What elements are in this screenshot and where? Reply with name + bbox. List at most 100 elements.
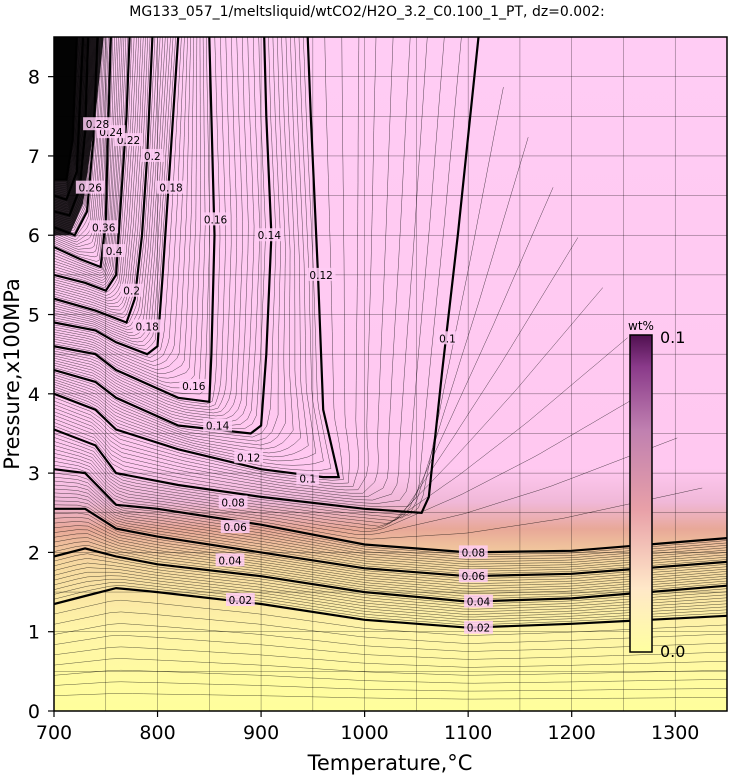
y-tick-label: 8 (28, 67, 40, 89)
minor-contour (54, 37, 117, 274)
contour-label: 0.36 (92, 222, 116, 234)
minor-contour (54, 37, 108, 253)
minor-contour (54, 480, 727, 560)
minor-contour (54, 562, 727, 610)
minor-contour (54, 525, 727, 587)
contour-label: 0.16 (204, 214, 228, 226)
contour-label-bg (203, 418, 232, 432)
contour-label-bg (464, 620, 493, 634)
minor-contour (54, 37, 102, 243)
minor-contour (54, 567, 727, 613)
y-axis: 0 1 2 3 4 5 6 7 8 (28, 67, 54, 723)
contour-label-bg (215, 553, 245, 567)
minor-contour (54, 37, 221, 405)
contour-label-bg (296, 471, 319, 485)
minor-contour (54, 37, 261, 426)
minor-contour (54, 669, 727, 684)
minor-contour (54, 37, 176, 350)
minor-contour (54, 37, 161, 331)
minor-contour (54, 582, 727, 623)
minor-contour (54, 37, 377, 491)
minor-contour (54, 37, 232, 411)
contour-label: 0.2 (144, 151, 161, 163)
contour-label-bg (306, 267, 336, 281)
minor-contour (54, 464, 703, 540)
contour-label: 0.06 (223, 522, 247, 534)
minor-contour (54, 37, 121, 279)
contour-label-bg (436, 331, 459, 345)
minor-contour (54, 585, 727, 626)
minor-contour (54, 529, 727, 589)
minor-contour (54, 599, 727, 636)
minor-contour (54, 37, 445, 504)
minor-contour (54, 37, 127, 286)
minor-contour (54, 37, 394, 494)
contour-label-bg (220, 520, 250, 534)
minor-contour (54, 521, 727, 584)
x-tick-label: 800 (139, 722, 175, 744)
minor-contour (54, 37, 185, 362)
minor-contour (54, 681, 727, 692)
minor-contour (54, 37, 211, 395)
contour-label-bg (156, 180, 186, 194)
minor-contour (54, 37, 135, 296)
minor-contour (54, 37, 171, 343)
minor-contour (54, 37, 166, 336)
minor-contour (54, 37, 277, 438)
major-contour (54, 37, 131, 293)
major-contour (54, 547, 727, 603)
contour-label-bg (458, 569, 488, 583)
y-tick-label: 7 (28, 146, 40, 168)
minor-contour (54, 387, 653, 533)
minor-contour (54, 37, 411, 497)
major-contour (54, 37, 85, 201)
contour-label: 0.06 (462, 571, 486, 583)
major-contour (54, 37, 78, 181)
minor-contour (54, 37, 206, 389)
minor-contour (54, 37, 105, 248)
y-tick-label: 0 (28, 701, 40, 723)
contour-label-bg (254, 228, 284, 242)
y-tick-label: 6 (28, 225, 40, 247)
contour-label: 0.16 (182, 381, 206, 393)
contour-label: 0.14 (258, 230, 282, 242)
contour-label: 0.04 (218, 555, 242, 567)
contour-label: 0.1 (439, 333, 456, 345)
plot-frame (53, 36, 728, 712)
minor-contour (54, 658, 727, 676)
minor-contour (54, 87, 504, 516)
plot-area: 0.02 0.02 0.04 0.04 0.06 0.06 0.08 0.08 0.1 0.1 0.… (54, 37, 727, 711)
minor-contour (54, 37, 169, 339)
minor-contour (54, 37, 266, 430)
x-tick-label: 1300 (651, 722, 699, 744)
minor-contour (54, 37, 115, 271)
contour-label-bg (75, 180, 105, 194)
x-axis: 700 800 900 1000 1100 1200 1300 (36, 711, 699, 744)
contour-label-bg (464, 594, 493, 608)
minor-contour (54, 634, 727, 660)
major-contour (54, 37, 480, 514)
contour-label: 0.08 (462, 547, 485, 559)
colorbar-fill (629, 334, 653, 653)
minor-contour (54, 37, 201, 384)
minor-contour (54, 500, 727, 572)
contour-label-bg (201, 212, 230, 226)
minor-contour (54, 37, 119, 276)
x-tick-label: 900 (243, 722, 279, 744)
minor-contour (54, 496, 727, 570)
x-tick-label: 700 (36, 722, 72, 744)
minor-contour (54, 37, 249, 420)
y-tick-label: 5 (28, 305, 40, 327)
minor-contour (54, 37, 198, 379)
minor-contour (54, 187, 554, 521)
contour-labels: 0.02 0.02 0.04 0.04 0.06 0.06 0.08 0.08 0.1 0.1 0.… (75, 117, 493, 635)
minor-contour (54, 533, 727, 592)
minor-contour (54, 37, 350, 484)
minor-contour (54, 37, 123, 281)
major-contour (54, 37, 154, 324)
minor-contour (54, 578, 727, 620)
contour-label-bg (225, 592, 255, 606)
minor-contour (54, 693, 727, 700)
minor-contour (54, 623, 727, 652)
contour-label: 0.1 (299, 474, 316, 486)
